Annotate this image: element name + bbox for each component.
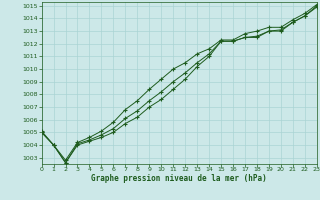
X-axis label: Graphe pression niveau de la mer (hPa): Graphe pression niveau de la mer (hPa) [91,174,267,183]
